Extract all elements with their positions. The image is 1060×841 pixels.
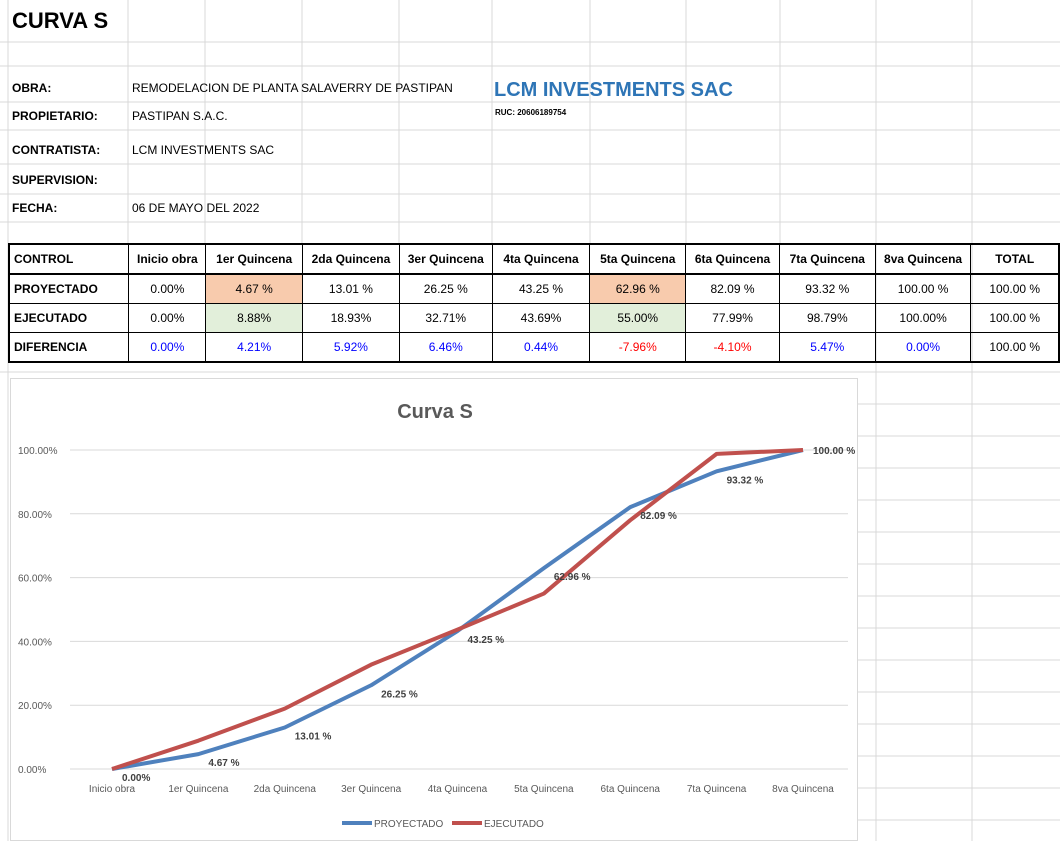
y-tick-label: 80.00% [18,510,52,521]
data-label: 13.01 % [295,731,332,742]
table-cell: 98.79% [778,303,876,333]
y-tick-label: 40.00% [18,637,52,648]
info-label: SUPERVISION: [12,173,98,187]
legend-label: EJECUTADO [484,819,544,830]
table-cell: 26.25 % [398,273,493,304]
table-cell: 93.32 % [778,273,876,304]
data-label: 93.32 % [727,475,764,486]
info-label: OBRA: [12,81,52,95]
table-cell: 0.44% [491,332,591,363]
header-cell: CONTROL [8,243,130,275]
table-cell: 5.47% [778,332,876,363]
table-cell: 55.00% [589,303,687,333]
x-tick-label: 6ta Quincena [601,784,661,795]
info-label: PROPIETARIO: [12,109,98,123]
row-label: DIFERENCIA [8,332,130,363]
x-tick-label: 3er Quincena [341,784,401,795]
row-label: EJECUTADO [8,303,130,333]
control-table: CONTROL Inicio obra 1er Quincena 2da Quince… [8,243,1060,363]
info-value: REMODELACION DE PLANTA SALAVERRY DE PAST… [132,81,453,95]
x-tick-label: 2da Quincena [254,784,317,795]
data-label: 82.09 % [640,511,677,522]
table-cell: 13.01 % [302,273,400,304]
header-cell: 2da Quincena [302,243,400,275]
sheet-title: CURVA S [12,8,109,33]
table-cell: 4.21% [205,332,304,363]
x-tick-label: Inicio obra [89,784,136,795]
header-cell: 8va Quincena [874,243,972,275]
table-cell: 77.99% [685,303,780,333]
table-cell: 6.46% [398,332,493,363]
table-cell: 0.00% [128,332,207,363]
table-cell: 100.00% [874,303,972,333]
data-label: 43.25 % [468,635,505,646]
x-tick-label: 1er Quincena [168,784,228,795]
table-cell: -4.10% [685,332,780,363]
table-cell: 0.00% [874,332,972,363]
data-label: 4.67 % [208,758,239,769]
x-tick-label: 8va Quincena [772,784,834,795]
table-cell: 62.96 % [589,273,687,304]
table-cell: 100.00 % [874,273,972,304]
header-cell: 6ta Quincena [685,243,780,275]
header-cell: 5ta Quincena [589,243,687,275]
row-label: PROYECTADO [8,273,130,304]
y-tick-label: 20.00% [18,701,52,712]
header-cell: 7ta Quincena [778,243,876,275]
y-tick-label: 60.00% [18,574,52,585]
chart: Curva S 0.00% 20.00% 40.00% 60.00% 80.00% 100… [10,378,858,841]
table-cell: 100.00 % [970,273,1060,304]
header-cell: Inicio obra [128,243,207,275]
data-label: 0.00% [122,773,150,784]
y-tick-label: 0.00% [18,765,46,776]
table-cell: 4.67 % [205,273,304,304]
header-row: CONTROL Inicio obra 1er Quincena 2da Quince… [8,243,1060,275]
table-row: DIFERENCIA 0.00% 4.21% 5.92% 6.46% 0.44% -7.96… [8,332,1060,363]
header-cell: 1er Quincena [205,243,304,275]
table-cell: 43.25 % [491,273,591,304]
x-tick-label: 4ta Quincena [428,784,488,795]
legend-label: PROYECTADO [374,819,443,830]
info-label: FECHA: [12,201,58,215]
table-cell: 100.00 % [970,332,1060,363]
table-row: PROYECTADO 0.00% 4.67 % 13.01 % 26.25 % 43.25… [8,273,1060,304]
data-label: 26.25 % [381,689,418,700]
table-cell: -7.96% [589,332,687,363]
header-cell: TOTAL [970,243,1060,275]
data-label: 100.00 % [813,446,855,457]
x-tick-label: 5ta Quincena [514,784,574,795]
table-cell: 0.00% [128,303,207,333]
info-value: 06 DE MAYO DEL 2022 [132,201,260,215]
table-cell: 82.09 % [685,273,780,304]
header-cell: 3er Quincena [398,243,493,275]
table-cell: 0.00% [128,273,207,304]
chart-title: Curva S [397,401,473,423]
table-cell: 8.88% [205,303,304,333]
company-ruc: RUC: 20606189754 [495,108,567,117]
series-line [111,448,804,771]
table-cell: 18.93% [302,303,400,333]
company-name: LCM INVESTMENTS SAC [494,79,733,101]
data-label: 62.96 % [554,572,591,583]
table-row: EJECUTADO 0.00% 8.88% 18.93% 32.71% 43.69% 55.… [8,303,1060,333]
x-tick-label: 7ta Quincena [687,784,747,795]
table-cell: 32.71% [398,303,493,333]
info-value: LCM INVESTMENTS SAC [132,143,275,157]
y-tick-label: 100.00% [18,446,58,457]
chart-frame [10,378,858,841]
info-label: CONTRATISTA: [12,143,101,157]
table-cell: 43.69% [491,303,591,333]
header-cell: 4ta Quincena [491,243,591,275]
info-value: PASTIPAN S.A.C. [132,109,228,123]
table-cell: 5.92% [302,332,400,363]
table-cell: 100.00 % [970,303,1060,333]
